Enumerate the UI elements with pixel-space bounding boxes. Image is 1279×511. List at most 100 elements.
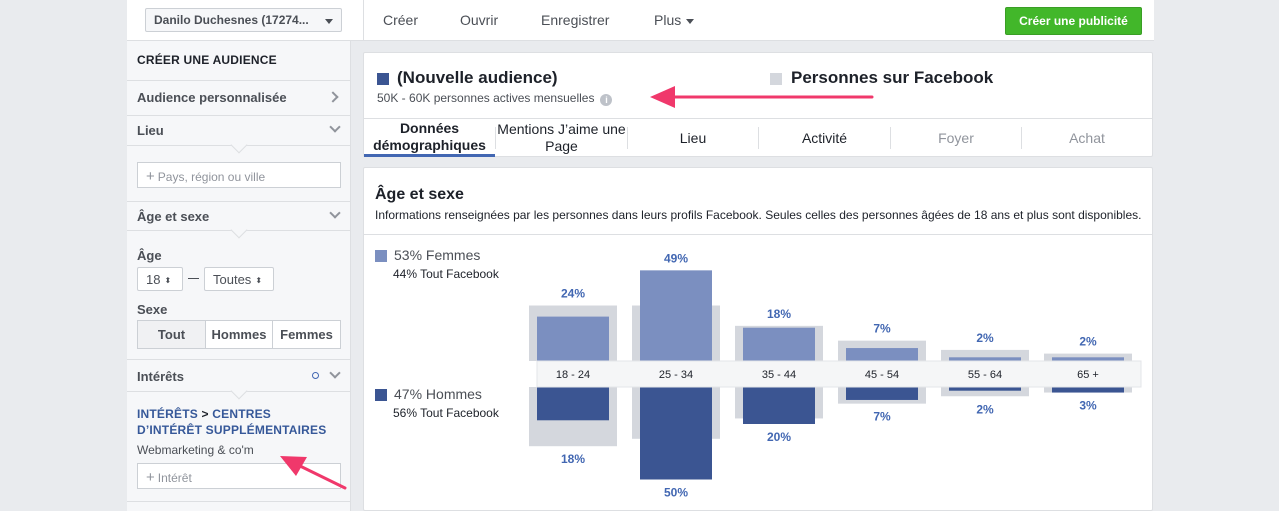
women-data-label: 2% xyxy=(1079,335,1097,349)
save-link[interactable]: Enregistrer xyxy=(541,12,610,28)
women-bar xyxy=(846,348,918,361)
age-axis-band xyxy=(536,360,1142,388)
interest-breadcrumb: INTÉRÊTS > CENTRES D’INTÉRÊT SUPPLÉMENTA… xyxy=(137,406,337,438)
location-input[interactable]: + Pays, région ou ville xyxy=(137,162,341,188)
chevron-down-icon xyxy=(329,367,341,379)
location-section[interactable]: Lieu xyxy=(137,123,164,138)
more-menu[interactable]: Plus xyxy=(654,12,695,28)
plus-icon: + xyxy=(146,168,155,185)
audience-title: (Nouvelle audience) xyxy=(397,68,558,87)
create-link[interactable]: Créer xyxy=(383,12,419,28)
men-data-label: 20% xyxy=(767,430,791,444)
top-toolbar: Danilo Duchesnes (17274... Créer Ouvrir … xyxy=(127,0,1154,41)
men-data-label: 7% xyxy=(873,410,891,424)
age-gender-card: Âge et sexe Informations renseignées par… xyxy=(363,167,1153,511)
tab-activity[interactable]: Activité xyxy=(801,129,848,146)
account-select-label: Danilo Duchesnes (17274... xyxy=(154,13,309,27)
women-legend-name: Femmes xyxy=(425,247,481,263)
divider xyxy=(364,234,1152,235)
age-tick-label: 25 - 34 xyxy=(659,369,693,381)
men-data-label: 2% xyxy=(976,402,994,416)
chevron-right-icon xyxy=(327,91,339,103)
tab-page-likes[interactable]: Mentions J’aime une Page xyxy=(497,121,626,154)
men-bar xyxy=(743,387,815,424)
tab-demographics[interactable]: Données démographiques xyxy=(364,119,495,157)
age-label: Âge xyxy=(137,248,162,263)
chevron-down-icon xyxy=(686,18,695,24)
updown-icon: ⬍ xyxy=(164,276,172,286)
info-icon[interactable]: i xyxy=(600,94,613,106)
divider xyxy=(127,501,351,502)
account-select[interactable]: Danilo Duchesnes (17274... xyxy=(145,8,342,32)
women-bar xyxy=(1052,357,1124,361)
updown-icon: ⬍ xyxy=(255,276,263,286)
tab-divider xyxy=(495,127,496,149)
chart-title: Âge et sexe xyxy=(375,186,464,203)
create-ad-button[interactable]: Créer une publicité xyxy=(1005,7,1142,35)
divider xyxy=(363,0,364,41)
age-gender-chart: 24% 18% 49% 50% 18% 20% 7% 7% 2% 2% 2% 3% 18 - 24 25 … xyxy=(529,251,1142,500)
age-max-value: Toutes xyxy=(213,272,252,287)
interests-section[interactable]: Intérêts xyxy=(137,369,184,384)
women-data-label: 2% xyxy=(976,331,994,345)
age-min-select[interactable]: 18 ⬍ xyxy=(137,267,183,291)
more-menu-label: Plus xyxy=(654,12,682,28)
facebook-compare-title: Personnes sur Facebook xyxy=(791,68,994,87)
women-bar xyxy=(949,357,1021,361)
women-facebook-share: 44% Tout Facebook xyxy=(393,267,499,281)
men-bar xyxy=(640,387,712,480)
tab-household[interactable]: Foyer xyxy=(938,129,974,146)
men-facebook-share: 56% Tout Facebook xyxy=(393,406,499,420)
audience-sidebar: CRÉER UNE AUDIENCE Audience personnalisé… xyxy=(127,41,351,511)
women-data-label: 18% xyxy=(767,307,791,321)
age-tick-label: 35 - 44 xyxy=(762,369,796,381)
women-data-label: 24% xyxy=(561,287,585,301)
age-tick-label: 55 - 64 xyxy=(968,369,1002,381)
age-tick-label: 45 - 54 xyxy=(865,369,899,381)
circle-icon[interactable] xyxy=(312,372,319,379)
women-legend-swatch xyxy=(375,250,387,262)
location-placeholder: Pays, région ou ville xyxy=(157,170,266,184)
tab-divider xyxy=(627,127,628,149)
chevron-down-icon xyxy=(325,19,333,24)
gender-label: Sexe xyxy=(137,302,168,317)
age-max-select[interactable]: Toutes ⬍ xyxy=(204,267,274,291)
divider xyxy=(127,201,351,202)
sidebar-title: CRÉER UNE AUDIENCE xyxy=(137,53,277,67)
men-bar xyxy=(846,387,918,400)
women-data-label: 7% xyxy=(873,322,891,336)
men-legend-name: Hommes xyxy=(425,386,482,402)
women-bar xyxy=(743,327,815,361)
tab-purchase[interactable]: Achat xyxy=(1069,129,1105,146)
men-data-label: 3% xyxy=(1079,399,1097,413)
interest-input[interactable]: + Intérêt xyxy=(137,463,341,489)
section-notch xyxy=(230,136,248,154)
men-data-label: 50% xyxy=(664,486,688,500)
age-gender-section[interactable]: Âge et sexe xyxy=(137,209,210,224)
interest-placeholder: Intérêt xyxy=(157,471,192,485)
men-bar xyxy=(537,387,609,421)
men-data-label: 18% xyxy=(561,452,585,466)
men-share: 47% xyxy=(394,386,423,402)
custom-audience-section[interactable]: Audience personnalisée xyxy=(137,90,287,105)
audience-color-swatch xyxy=(377,73,389,85)
chevron-down-icon xyxy=(329,121,341,133)
breadcrumb-separator: > xyxy=(201,407,209,421)
facebook-women-bar xyxy=(941,349,1029,361)
gender-women-button[interactable]: Femmes xyxy=(272,320,341,349)
open-link[interactable]: Ouvrir xyxy=(460,12,499,28)
men-legend: 47% Hommes xyxy=(394,386,482,402)
gender-all-button[interactable]: Tout xyxy=(137,320,206,349)
women-data-label: 49% xyxy=(664,251,688,265)
tabs-divider xyxy=(364,118,1152,119)
gender-men-button[interactable]: Hommes xyxy=(205,320,273,349)
women-bar xyxy=(640,270,712,361)
audience-size: 50K - 60K personnes actives mensuelles i xyxy=(377,91,613,106)
interest-tag: Webmarketing & co'm xyxy=(137,443,254,457)
tab-location[interactable]: Lieu xyxy=(679,129,707,146)
chevron-down-icon xyxy=(329,207,341,219)
breadcrumb-interests[interactable]: INTÉRÊTS xyxy=(137,407,198,421)
breadcrumb-additional-interests[interactable]: CENTRES D’INTÉRÊT SUPPLÉMENTAIRES xyxy=(137,407,327,437)
section-notch xyxy=(230,382,248,400)
range-dash xyxy=(188,278,199,279)
